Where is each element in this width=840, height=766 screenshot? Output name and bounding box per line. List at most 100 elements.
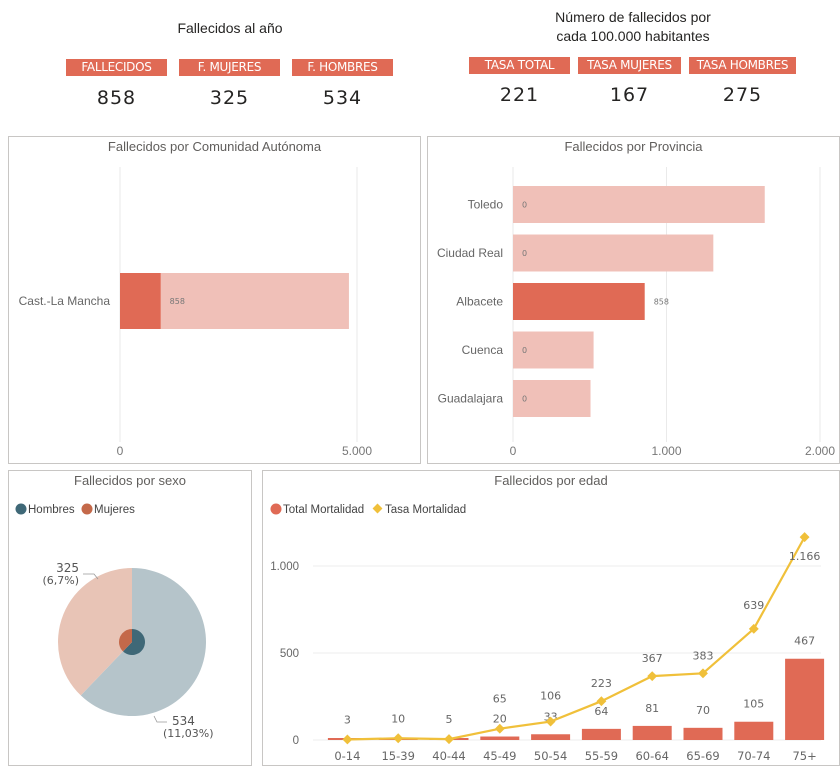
kpi-badge-fallecidos: FALLECIDOS (66, 59, 167, 76)
line-data-label: 639 (743, 599, 764, 612)
line-data-label: 10 (391, 712, 405, 725)
data-label: 0 (522, 395, 527, 404)
chart-comunidad: 0 5.000 Cast.-La Mancha 858 (19, 167, 372, 458)
pie-slice-mujeres (57, 568, 132, 696)
bar (683, 727, 723, 740)
x-tick-label: 5.000 (342, 444, 372, 458)
kpi-badge-mujeres: F. MUJERES (179, 59, 280, 76)
line-marker (342, 734, 353, 745)
category-label: Guadalajara (438, 392, 504, 406)
chart-provincia: 0 1.000 2.000 Toledo 0 Ciudad Real 0 Albacete 85… (437, 167, 835, 458)
x-tick-label: 70-74 (737, 749, 770, 763)
kpi-left-title: Fallecidos al año (177, 20, 283, 36)
kpi-value-tasa-hombres: 275 (722, 84, 763, 106)
line-marker (799, 532, 810, 543)
line-data-label: 106 (540, 690, 561, 703)
chart-sexo: Hombres Mujeres 325(6,7%) 534(11,03%) (15, 503, 214, 740)
line-marker (647, 671, 658, 682)
line-data-label: 5 (446, 713, 453, 726)
kpi-value-hombres: 534 (322, 87, 363, 109)
category-label: Albacete (456, 295, 503, 309)
line-data-label: 3 (344, 713, 351, 726)
y-tick-label: 1.000 (270, 561, 299, 573)
bar (120, 273, 161, 329)
data-label-hombres-pct: (11,03%) (163, 727, 214, 740)
panel-edad[interactable]: Fallecidos por edad Total Mortalidad Tasa… (262, 470, 840, 766)
bar (513, 186, 765, 223)
line-marker (393, 733, 404, 744)
bar (513, 234, 714, 272)
bar (785, 658, 825, 740)
bar (513, 283, 645, 320)
x-tick-label: 2.000 (805, 444, 835, 458)
panel-provincia[interactable]: Fallecidos por Provincia 0 1.000 2.000 Tole… (427, 136, 840, 464)
x-tick-label: 65-69 (686, 749, 719, 763)
pie-center-mujeres (119, 629, 132, 652)
bar (531, 734, 571, 740)
x-tick-label: 0 (117, 444, 124, 458)
kpi-badge-hombres: F. HOMBRES (292, 59, 393, 76)
legend-marker-total (270, 503, 282, 515)
line-marker (444, 734, 454, 745)
legend-label-hombres: Hombres (28, 504, 75, 516)
chart-title-comunidad: Fallecidos por Comunidad Autónoma (107, 139, 322, 154)
line-data-label: 1.166 (789, 550, 821, 563)
data-label-mujeres-value: 325 (56, 561, 79, 575)
leader-line-hombres (153, 715, 167, 723)
chart-title-sexo: Fallecidos por sexo (74, 473, 186, 488)
category-label: Cuenca (462, 343, 504, 357)
kpi-badge-tasa-total: TASA TOTAL (469, 57, 570, 74)
x-tick-label: 1.000 (651, 444, 681, 458)
line-data-label: 367 (642, 652, 663, 665)
bar-data-label: 467 (794, 635, 815, 648)
line-data-label: 223 (591, 677, 612, 690)
line-marker (494, 723, 505, 734)
line-data-label: 65 (493, 693, 507, 706)
category-label: Cast.-La Mancha (19, 294, 111, 308)
kpi-badge-tasa-hombres: TASA HOMBRES (689, 57, 796, 74)
kpi-value-tasa-total: 221 (499, 84, 540, 106)
x-tick-label: 0-14 (334, 749, 360, 763)
data-label: 0 (522, 249, 527, 258)
line-marker (596, 696, 607, 707)
bar-data-label: 20 (493, 713, 507, 726)
category-label: Toledo (468, 198, 504, 212)
data-label: 0 (522, 201, 527, 210)
bar (480, 736, 520, 740)
bar-data-label: 70 (696, 704, 710, 717)
kpi-value-tasa-mujeres: 167 (609, 84, 650, 106)
chart-edad: Total Mortalidad Tasa Mortalidad 0 500 1.000… (270, 503, 825, 763)
pie-center-hombres (123, 629, 145, 655)
data-label-hombres-value: 534 (172, 714, 195, 728)
panel-comunidad[interactable]: Fallecidos por Comunidad Autónoma 0 5.000… (8, 136, 421, 464)
x-tick-label: 40-44 (432, 749, 465, 763)
legend-marker-mujeres (81, 503, 93, 515)
leader-line-mujeres (83, 573, 99, 580)
kpi-value-fallecidos: 858 (96, 87, 137, 109)
y-tick-label: 0 (293, 735, 299, 747)
data-label: 858 (654, 298, 669, 307)
bar (513, 331, 594, 369)
line-marker (748, 623, 759, 634)
kpi-right-title-line1: Número de fallecidos por (555, 9, 711, 25)
bar (632, 725, 672, 740)
bar-data-label: 105 (743, 698, 764, 711)
line-marker (698, 668, 708, 679)
line-data-label: 383 (693, 649, 714, 662)
bar (734, 721, 774, 740)
chart-title-provincia: Fallecidos por Provincia (564, 139, 703, 154)
legend-label-tasa: Tasa Mortalidad (385, 504, 466, 516)
legend-marker-hombres (15, 503, 27, 515)
x-tick-label: 50-54 (534, 749, 567, 763)
line-tasa-mortalidad (347, 536, 806, 741)
x-tick-label: 0 (510, 444, 517, 458)
chart-title-edad: Fallecidos por edad (494, 473, 608, 488)
x-tick-label: 15-39 (381, 749, 414, 763)
kpi-value-mujeres: 325 (209, 87, 250, 109)
bar-data-label: 81 (645, 702, 659, 715)
x-tick-label: 55-59 (585, 749, 618, 763)
panel-sexo[interactable]: Fallecidos por sexo Hombres Mujeres 325 (6,… (8, 470, 252, 766)
legend-label-mujeres: Mujeres (94, 504, 135, 516)
x-tick-label: 45-49 (483, 749, 516, 763)
x-tick-label: 75+ (792, 749, 816, 763)
